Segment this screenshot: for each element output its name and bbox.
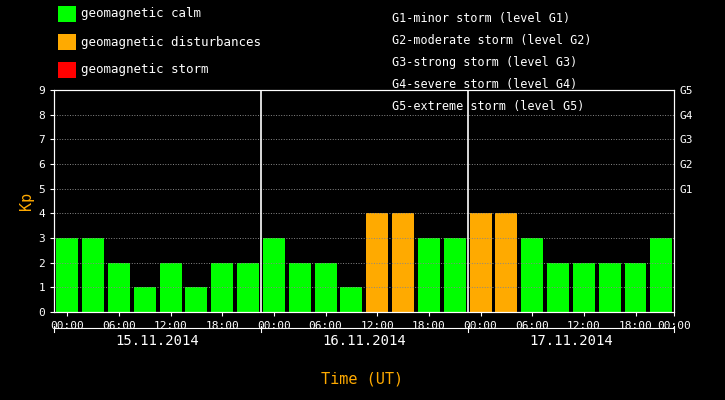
Bar [315, 263, 336, 312]
Bar [495, 213, 518, 312]
Bar [263, 238, 285, 312]
Bar [237, 263, 259, 312]
Text: Time (UT): Time (UT) [321, 371, 404, 386]
Text: geomagnetic disturbances: geomagnetic disturbances [81, 36, 261, 48]
Bar [289, 263, 311, 312]
Text: G2-moderate storm (level G2): G2-moderate storm (level G2) [392, 34, 591, 47]
Text: geomagnetic calm: geomagnetic calm [81, 8, 202, 20]
Text: G3-strong storm (level G3): G3-strong storm (level G3) [392, 56, 577, 69]
Bar [57, 238, 78, 312]
Bar [341, 287, 362, 312]
Bar [392, 213, 414, 312]
Bar [134, 287, 156, 312]
Bar [624, 263, 647, 312]
Y-axis label: Kp: Kp [20, 192, 34, 210]
Text: G1-minor storm (level G1): G1-minor storm (level G1) [392, 12, 570, 25]
Bar [521, 238, 543, 312]
Bar [186, 287, 207, 312]
Bar [211, 263, 233, 312]
Bar [160, 263, 181, 312]
Text: geomagnetic storm: geomagnetic storm [81, 64, 209, 76]
Bar [650, 238, 672, 312]
Text: G4-severe storm (level G4): G4-severe storm (level G4) [392, 78, 577, 91]
Bar [366, 213, 388, 312]
Bar [444, 238, 465, 312]
Text: 16.11.2014: 16.11.2014 [323, 334, 406, 348]
Text: G5-extreme storm (level G5): G5-extreme storm (level G5) [392, 100, 584, 113]
Bar [470, 213, 492, 312]
Bar [599, 263, 621, 312]
Bar [573, 263, 594, 312]
Bar [108, 263, 130, 312]
Text: 15.11.2014: 15.11.2014 [116, 334, 199, 348]
Bar [82, 238, 104, 312]
Bar [547, 263, 569, 312]
Text: 17.11.2014: 17.11.2014 [529, 334, 613, 348]
Bar [418, 238, 440, 312]
